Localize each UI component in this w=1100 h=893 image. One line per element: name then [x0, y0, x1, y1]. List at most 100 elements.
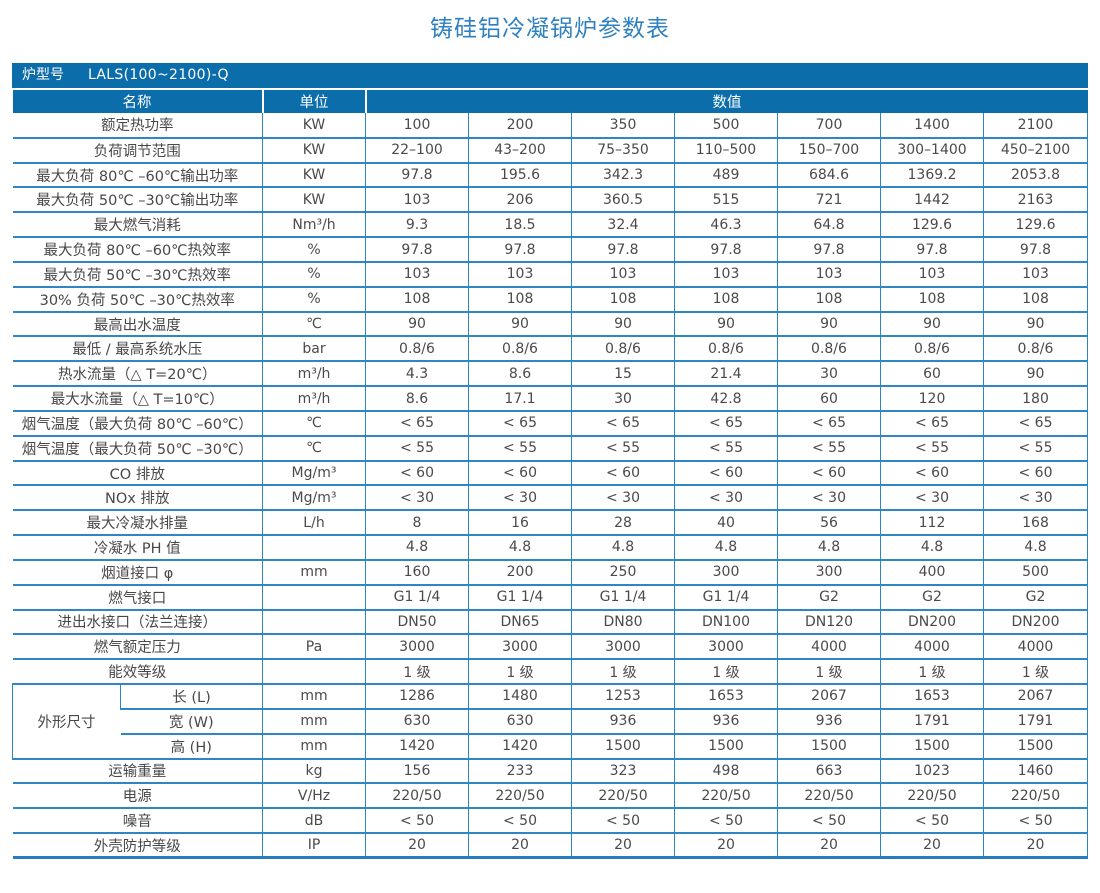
value-cell: 20: [983, 833, 1088, 860]
value-cell: 1500: [777, 733, 881, 760]
unit-cell: [262, 609, 366, 636]
value-cell: 103: [365, 261, 469, 288]
spec-table: 名称 单位 数值 额定热功率 KW 100 200 350 500 700 1400 2100 负…: [12, 90, 1088, 860]
value-cell: 90: [674, 311, 778, 338]
value-cell: 1420: [468, 733, 572, 760]
unit-cell: [262, 659, 366, 686]
unit-cell: m³/h: [262, 361, 366, 388]
value-cell: 342.3: [571, 162, 675, 189]
unit-cell: IP: [262, 833, 366, 860]
value-cell: 250: [571, 559, 675, 586]
table-row: 最大负荷 80℃ –60℃输出功率 KW 97.8 195.6 342.3 489 684.…: [12, 162, 1088, 189]
value-cell: 1500: [983, 733, 1088, 760]
value-cell: 60: [777, 386, 881, 412]
unit-cell: %: [262, 237, 366, 263]
value-cell: < 65: [777, 410, 881, 437]
value-cell: 1286: [365, 684, 469, 710]
value-cell: 20: [571, 833, 675, 860]
param-sub-name-cell: 宽 (W): [120, 708, 263, 735]
value-cell: < 55: [674, 435, 778, 462]
value-cell: 4.8: [777, 535, 881, 561]
value-cell: 220/50: [983, 783, 1088, 810]
value-cell: 1460: [983, 758, 1088, 785]
value-cell: 233: [468, 758, 572, 785]
value-cell: 1 级: [468, 659, 572, 686]
value-cell: 0.8/6: [468, 336, 572, 363]
value-cell: 108: [983, 286, 1088, 313]
param-name-cell: 最大燃气消耗: [12, 212, 263, 239]
value-cell: 500: [674, 113, 778, 139]
value-cell: < 55: [365, 435, 469, 462]
value-cell: < 50: [777, 808, 881, 835]
value-cell: < 55: [983, 435, 1088, 462]
model-label: 炉型号: [22, 67, 64, 83]
value-cell: 90: [880, 311, 984, 338]
value-cell: 1023: [880, 758, 984, 785]
value-cell: 4.8: [468, 535, 572, 561]
value-cell: 90: [365, 311, 469, 338]
value-cell: 936: [777, 708, 881, 735]
value-cell: 90: [468, 311, 572, 338]
value-cell: 2067: [983, 684, 1088, 710]
unit-cell: %: [262, 261, 366, 288]
value-cell: 120: [880, 386, 984, 412]
value-cell: 2053.8: [983, 162, 1088, 189]
param-name-cell: 运输重量: [12, 758, 263, 785]
param-name-cell: 燃气接口: [12, 584, 263, 611]
value-cell: 450–2100: [983, 137, 1088, 164]
value-cell: 630: [468, 708, 572, 735]
value-cell: 1 级: [983, 659, 1088, 686]
column-header-row: 名称 单位 数值: [12, 90, 1088, 113]
value-cell: < 65: [983, 410, 1088, 437]
table-row: 最大燃气消耗 Nm³/h 9.3 18.5 32.4 46.3 64.8 129.6 129.6: [12, 212, 1088, 239]
value-cell: < 65: [365, 410, 469, 437]
table-row: 最大负荷 50℃ –30℃热效率% 103 103 103 103 103 103 103: [12, 261, 1088, 288]
table-row: 运输重量 kg 156 233 323 498 663 1023 1460: [12, 758, 1088, 785]
value-cell: DN80: [571, 609, 675, 636]
value-cell: 60: [880, 361, 984, 388]
table-row: 燃气接口 G1 1/4 G1 1/4 G1 1/4 G1 1/4 G2 G2 G2: [12, 584, 1088, 611]
value-cell: 108: [777, 286, 881, 313]
value-cell: 97.8: [777, 237, 881, 263]
table-row: 最低 / 最高系统水压 bar 0.8/6 0.8/6 0.8/6 0.8/6 0.8/6 0…: [12, 336, 1088, 363]
value-cell: < 30: [777, 485, 881, 512]
value-cell: 323: [571, 758, 675, 785]
param-name-cell: 30% 负荷 50℃ –30℃热效率: [12, 286, 263, 313]
value-cell: 103: [983, 261, 1088, 288]
value-cell: 936: [674, 708, 778, 735]
spec-table-body: 额定热功率 KW 100 200 350 500 700 1400 2100 负荷调节范围 KW 22…: [12, 113, 1088, 860]
value-cell: 108: [365, 286, 469, 313]
value-cell: 90: [983, 311, 1088, 338]
value-cell: 129.6: [983, 212, 1088, 239]
value-cell: DN50: [365, 609, 469, 636]
value-cell: 1400: [880, 113, 984, 139]
value-cell: 360.5: [571, 187, 675, 214]
unit-cell: %: [262, 286, 366, 313]
param-name-cell: 额定热功率: [12, 113, 263, 139]
value-cell: 75–350: [571, 137, 675, 164]
value-cell: 40: [674, 510, 778, 537]
value-cell: 32.4: [571, 212, 675, 239]
table-row: 最大冷凝水排量 L/h 8 16 28 40 56 112 168: [12, 510, 1088, 537]
table-row: 宽 (W) mm 630 630 936 936 936 1791 1791: [13, 708, 1088, 735]
table-row: CO 排放 Mg/m³ < 60 < 60 < 60 < 60 < 60 < 60 < 60: [12, 460, 1088, 487]
unit-cell: L/h: [262, 510, 366, 537]
value-cell: 8: [365, 510, 469, 537]
value-cell: < 30: [880, 485, 984, 512]
value-cell: 97.8: [880, 237, 984, 263]
value-cell: < 65: [880, 410, 984, 437]
table-row: 烟气温度（最大负荷 80℃ –60℃） ℃ < 65 < 65 < 65 < 65 < 65…: [12, 410, 1088, 437]
unit-cell: bar: [262, 336, 366, 363]
value-cell: 220/50: [571, 783, 675, 810]
value-cell: 90: [571, 311, 675, 338]
table-row: 烟道接口 φ mm 160 200 250 300 300 400 500: [12, 559, 1088, 586]
value-cell: < 55: [777, 435, 881, 462]
value-cell: DN120: [777, 609, 881, 636]
value-cell: 18.5: [468, 212, 572, 239]
value-cell: 168: [983, 510, 1088, 537]
value-cell: 2100: [983, 113, 1088, 139]
value-cell: DN200: [880, 609, 984, 636]
value-cell: 2067: [777, 684, 881, 710]
value-cell: 1653: [880, 684, 984, 710]
